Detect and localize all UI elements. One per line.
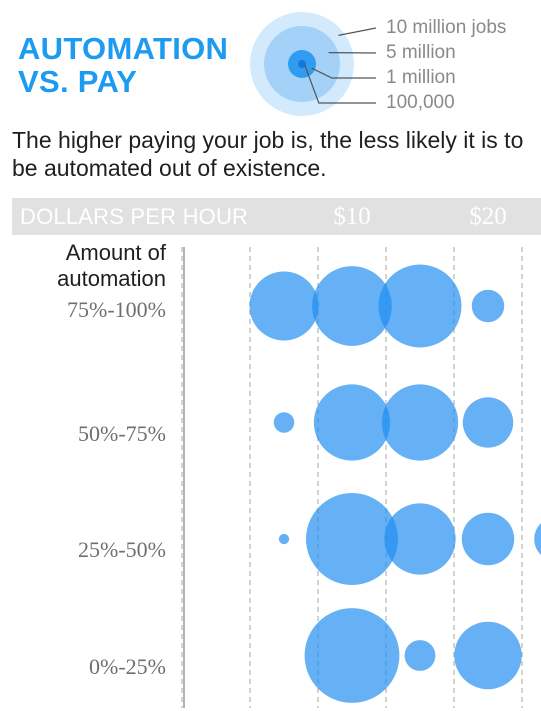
row-label-0: 75%-100% [67, 297, 166, 322]
bubble-0-0 [249, 271, 319, 341]
bubble-0-1 [312, 266, 392, 346]
bubble-1-1 [313, 384, 391, 461]
bubble-2-0 [278, 533, 290, 545]
chart-subtitle: The higher paying your job is, the less … [12, 127, 524, 181]
x-tick-label-1: $20 [469, 203, 507, 230]
bubble-3-2 [454, 621, 522, 690]
legend-leader-3 [304, 64, 376, 104]
chart-title-line2: VS. PAY [18, 64, 138, 99]
legend-leader-2 [311, 67, 376, 79]
row-label-1: 50%-75% [78, 420, 166, 446]
bubble-3-1 [404, 640, 436, 671]
bubble-2-2 [384, 503, 456, 575]
y-axis-label: Amount of automation [57, 240, 166, 291]
bubble-2-4 [534, 523, 541, 555]
x-axis-label: DOLLARS PER HOUR [20, 204, 249, 229]
bubble-2-3 [461, 512, 515, 566]
legend-circle-3 [298, 60, 306, 68]
legend-leader-0 [338, 27, 377, 36]
bubble-1-0 [273, 412, 295, 433]
bubble-0-3 [471, 289, 505, 323]
chart-title-line1: AUTOMATION [18, 31, 229, 66]
bubble-1-3 [462, 397, 514, 448]
bubble-0-2 [378, 264, 462, 348]
bubble-1-2 [381, 384, 459, 461]
size-legend [250, 12, 377, 116]
x-tick-label-0: $10 [333, 203, 371, 230]
bubble-2-1 [306, 493, 398, 585]
legend-label-0: 10 million jobs [386, 17, 507, 38]
row-label-2: 25%-50% [78, 537, 166, 562]
bubble-3-0 [304, 608, 400, 703]
chart-title: AUTOMATION VS. PAY [18, 32, 228, 98]
legend-label-2: 1 million [386, 67, 456, 88]
legend-label-1: 5 million [386, 42, 456, 63]
legend-label-3: 100,000 [386, 92, 455, 113]
row-label-3: 0%-25% [89, 653, 166, 679]
x-axis-header-bar: DOLLARS PER HOUR $10 $20 [12, 198, 541, 235]
